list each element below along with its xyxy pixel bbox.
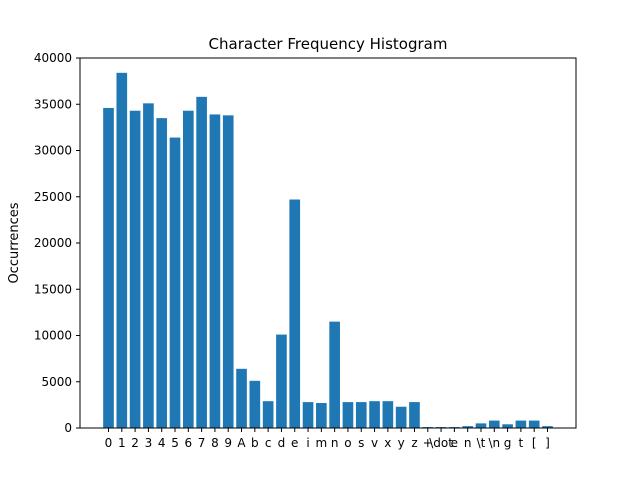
x-tick-label: x bbox=[384, 436, 391, 450]
x-tick-label: v bbox=[371, 436, 378, 450]
bar-30 bbox=[502, 424, 513, 428]
chart-title: Character Frequency Histogram bbox=[209, 35, 448, 53]
bar-27 bbox=[462, 426, 473, 428]
x-tick-label: 2 bbox=[131, 436, 139, 450]
bar-15 bbox=[302, 402, 314, 428]
x-tick-label: y bbox=[398, 436, 405, 450]
bar-23 bbox=[409, 402, 420, 428]
y-tick-label: 25000 bbox=[34, 190, 72, 204]
bar-12 bbox=[262, 401, 274, 428]
x-tick-label: 0 bbox=[105, 436, 113, 450]
x-tick-label: A bbox=[237, 436, 246, 450]
y-tick-label: 40000 bbox=[34, 51, 72, 65]
y-tick-label: 10000 bbox=[34, 329, 72, 343]
y-tick-label: 30000 bbox=[34, 144, 72, 158]
bar-5 bbox=[169, 137, 181, 429]
bar-10 bbox=[236, 368, 247, 428]
y-tick-label: 20000 bbox=[34, 236, 72, 250]
x-tick-label: e bbox=[291, 436, 298, 450]
x-tick-label: d bbox=[278, 436, 286, 450]
bar-22 bbox=[395, 406, 407, 428]
x-tick-label: n bbox=[464, 436, 472, 450]
bar-7 bbox=[196, 96, 207, 428]
bar-31 bbox=[515, 420, 527, 428]
x-tick-label: 1 bbox=[118, 436, 126, 450]
bar-6 bbox=[183, 110, 194, 428]
x-tick-label: b bbox=[251, 436, 259, 450]
bar-16 bbox=[316, 403, 327, 428]
x-tick-label: n bbox=[331, 436, 339, 450]
bar-0 bbox=[103, 107, 114, 428]
y-axis: 0 5000 10000 15000 20000 25000 30000 35000 40000 bbox=[34, 51, 80, 435]
y-tick-label: 35000 bbox=[34, 97, 72, 111]
x-tick-label: g bbox=[504, 436, 512, 450]
bar-20 bbox=[369, 401, 380, 428]
x-tick-label: 4 bbox=[158, 436, 166, 450]
bar-8 bbox=[209, 114, 221, 429]
bar-17 bbox=[329, 321, 340, 429]
bar-21 bbox=[382, 401, 394, 428]
x-tick-label: t bbox=[519, 436, 524, 450]
bar-11 bbox=[249, 380, 261, 428]
x-tick-label: c bbox=[265, 436, 272, 450]
bar-4 bbox=[156, 118, 168, 429]
bar-18 bbox=[342, 402, 354, 428]
x-tick-label: \dot bbox=[429, 436, 453, 450]
x-tick-label: 7 bbox=[198, 436, 206, 450]
bar-13 bbox=[276, 334, 287, 428]
y-tick-label: 15000 bbox=[34, 282, 72, 296]
plot-frame bbox=[79, 57, 577, 429]
x-tick-label: \n bbox=[488, 436, 500, 450]
bar-19 bbox=[355, 402, 367, 428]
x-tick-label: 6 bbox=[184, 436, 192, 450]
x-tick-label: ] bbox=[545, 436, 550, 450]
bar-33 bbox=[542, 426, 553, 428]
x-tick-label: + bbox=[423, 436, 433, 450]
bar-2 bbox=[129, 110, 141, 428]
x-tick-label: 3 bbox=[145, 436, 153, 450]
x-tick-label: o bbox=[344, 436, 351, 450]
y-axis-label: Occurrences bbox=[7, 202, 22, 283]
bar-9 bbox=[222, 115, 234, 428]
x-tick-label: [ bbox=[532, 436, 537, 450]
x-tick-label: 8 bbox=[211, 436, 219, 450]
bar-29 bbox=[488, 420, 500, 428]
bar-3 bbox=[143, 103, 154, 428]
bars-group bbox=[103, 72, 553, 429]
x-tick-label: m bbox=[315, 436, 327, 450]
x-tick-label: z bbox=[411, 436, 417, 450]
x-tick-label: s bbox=[358, 436, 364, 450]
x-tick-label: i bbox=[306, 436, 309, 450]
bar-14 bbox=[289, 199, 301, 428]
x-tick-label: \t bbox=[477, 436, 486, 450]
bar-1 bbox=[116, 72, 128, 429]
x-tick-label: e bbox=[451, 436, 458, 450]
bar-28 bbox=[475, 423, 487, 429]
y-tick-label: 5000 bbox=[41, 375, 72, 389]
x-tick-label: 5 bbox=[171, 436, 179, 450]
x-tick-label: 9 bbox=[224, 436, 232, 450]
bar-32 bbox=[528, 420, 540, 428]
y-tick-label: 0 bbox=[64, 421, 72, 435]
